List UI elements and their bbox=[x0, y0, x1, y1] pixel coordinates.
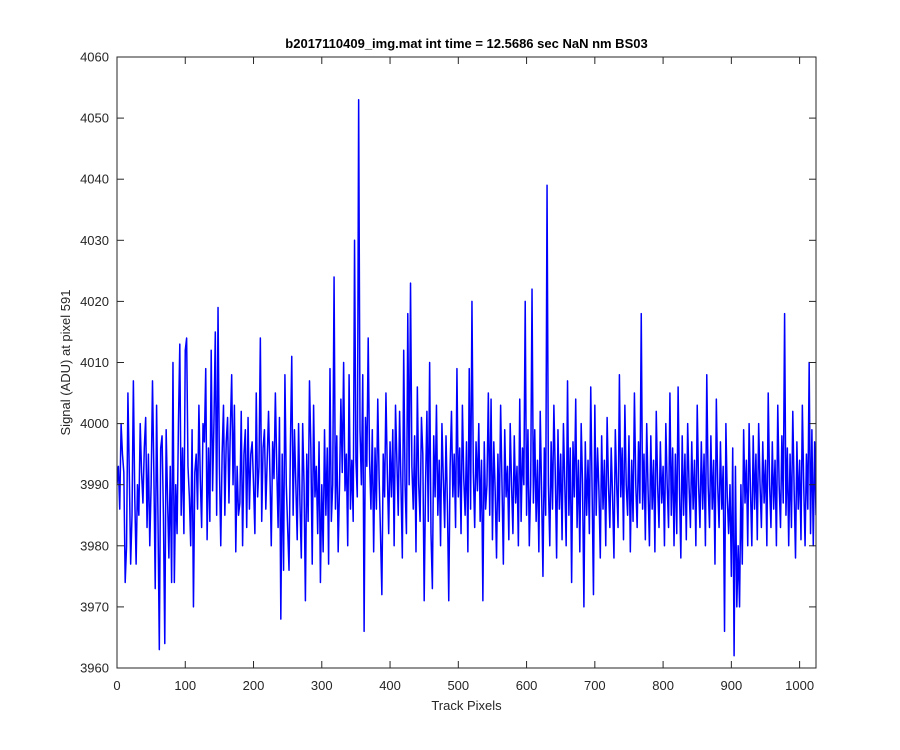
x-tick-label: 1000 bbox=[785, 678, 814, 693]
x-tick-label: 600 bbox=[516, 678, 538, 693]
y-tick-label: 3970 bbox=[80, 599, 109, 614]
y-tick-label: 3990 bbox=[80, 477, 109, 492]
x-tick-label: 900 bbox=[721, 678, 743, 693]
y-axis-label: Signal (ADU) at pixel 591 bbox=[58, 290, 73, 436]
y-tick-label: 3960 bbox=[80, 661, 109, 676]
y-tick-label: 4040 bbox=[80, 172, 109, 187]
x-tick-label: 700 bbox=[584, 678, 606, 693]
x-axis-label: Track Pixels bbox=[431, 698, 502, 713]
y-tick-label: 4050 bbox=[80, 111, 109, 126]
y-tick-label: 4030 bbox=[80, 233, 109, 248]
chart-title: b2017110409_img.mat int time = 12.5686 s… bbox=[285, 36, 647, 51]
x-tick-label: 100 bbox=[174, 678, 196, 693]
y-tick-label: 3980 bbox=[80, 538, 109, 553]
plot-area bbox=[117, 57, 816, 668]
plot-series-group bbox=[117, 99, 816, 657]
y-tick-label: 4020 bbox=[80, 294, 109, 309]
x-tick-label: 800 bbox=[652, 678, 674, 693]
x-tick-label: 400 bbox=[379, 678, 401, 693]
x-tick-label: 500 bbox=[447, 678, 469, 693]
x-tick-label: 300 bbox=[311, 678, 333, 693]
axis-ticks: 0 100 200 300 400 500 600 700 800 900 1000 3960 3970… bbox=[80, 50, 816, 693]
x-tick-label: 200 bbox=[243, 678, 265, 693]
y-tick-label: 4010 bbox=[80, 355, 109, 370]
signal-series-line bbox=[117, 99, 816, 657]
x-tick-label: 0 bbox=[113, 678, 120, 693]
y-tick-label: 4000 bbox=[80, 416, 109, 431]
y-tick-label: 4060 bbox=[80, 50, 109, 65]
